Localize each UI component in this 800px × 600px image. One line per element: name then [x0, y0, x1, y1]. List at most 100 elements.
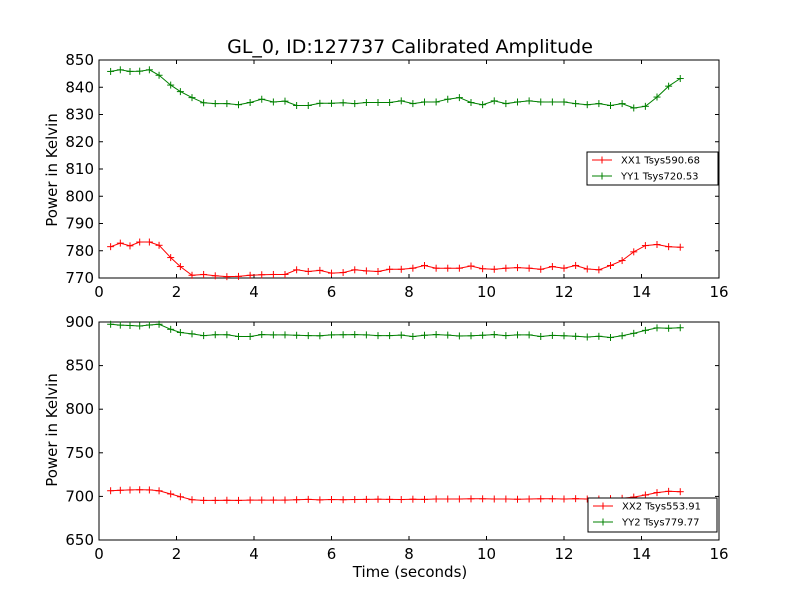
top-series-1-point — [281, 270, 289, 278]
top-series-2-point — [386, 99, 394, 107]
bottom-series-2-point — [514, 331, 521, 339]
top-series-1-point — [155, 241, 163, 249]
bottom-series-1-point — [502, 495, 510, 503]
bottom-x-tick-label: 14 — [632, 545, 651, 563]
top-x-tick-label: 12 — [554, 283, 573, 301]
bottom-series-1-point — [116, 486, 124, 494]
top-series-2-point — [116, 66, 124, 74]
top-series-1-point — [537, 265, 545, 273]
top-series-1-point — [246, 271, 254, 279]
bottom-y-tick-label: 750 — [65, 444, 94, 462]
bottom-series-2-point — [145, 321, 153, 329]
bottom-series-1-point — [397, 496, 405, 504]
top-series-1-point — [572, 261, 580, 269]
top-series-1-point — [583, 265, 591, 273]
top-series-1-point — [560, 264, 568, 272]
top-series-1-point — [339, 269, 347, 277]
top-series-1-point — [176, 263, 184, 271]
top-series-2-point — [572, 100, 580, 108]
top-series-2-point — [514, 98, 521, 106]
bottom-series-1-point — [223, 496, 231, 504]
bottom-series-2-point — [641, 326, 649, 334]
bottom-series-1-point — [107, 487, 115, 495]
bottom-series-1-point — [200, 496, 208, 504]
top-series-2-point — [223, 100, 231, 108]
top-series-2-point — [211, 100, 219, 108]
top-series-1-point — [676, 243, 684, 251]
top-series-1-point — [548, 263, 556, 271]
top-legend-item: XX1 Tsys590.68 — [592, 156, 700, 167]
bottom-series-1-point — [126, 486, 134, 494]
top-series-2-point — [304, 102, 312, 110]
bottom-legend-item: YY2 Tsys779.77 — [593, 518, 700, 529]
bottom-series-1-point — [548, 495, 556, 503]
bottom-series-2-point — [595, 332, 603, 340]
top-series-1-point — [235, 272, 242, 280]
top-legend-box — [586, 151, 719, 186]
top-y-tick-label: 820 — [65, 133, 94, 151]
bottom-series-2-point — [572, 332, 580, 340]
top-y-axis-label: Power in Kelvin — [43, 113, 61, 227]
top-y-tick-label: 770 — [65, 269, 94, 287]
top-series-1-point — [595, 266, 603, 274]
top-series-1-point — [126, 242, 134, 250]
top-chart-title: GL_0, ID:127737 Calibrated Amplitude — [227, 36, 593, 58]
top-y-tick-label: 800 — [65, 187, 94, 205]
bottom-legend-box — [587, 497, 718, 533]
top-series-1-point — [607, 261, 614, 269]
bottom-series-2-point — [653, 324, 661, 332]
bottom-series-2-point — [386, 332, 394, 340]
bottom-series-2-point — [258, 331, 266, 339]
top-series-2-point — [136, 67, 144, 75]
bottom-series-2-point — [362, 331, 370, 339]
top-series-2-point — [479, 101, 487, 109]
bottom-series-2-point — [223, 331, 231, 339]
top-series-1-point — [136, 238, 144, 246]
top-series-1-point — [514, 264, 521, 272]
top-series-2-point — [155, 71, 163, 79]
bottom-series-1-point — [136, 486, 144, 494]
bottom-series-2-point — [188, 330, 196, 338]
bottom-series-2-point — [339, 331, 347, 339]
bottom-series-2-point — [502, 332, 510, 340]
bottom-series-2-point — [293, 331, 301, 339]
bottom-series-1-point — [641, 491, 649, 499]
bottom-series-1-point — [432, 495, 440, 503]
bottom-series-2-point — [107, 320, 115, 328]
top-series-1-point — [432, 264, 440, 272]
top-series-1-point — [328, 269, 335, 277]
top-series-1-point — [386, 265, 394, 273]
bottom-series-2-point — [618, 332, 626, 340]
top-series-1-point — [211, 272, 219, 280]
bottom-series-2-point — [676, 324, 684, 332]
top-series-2-point — [145, 66, 153, 74]
bottom-series-2-point — [136, 322, 144, 330]
top-series-2-point — [351, 100, 359, 108]
top-series-2-point — [525, 97, 533, 105]
top-y-tick-label: 790 — [65, 215, 94, 233]
top-series-2-point — [293, 102, 301, 110]
top-series-1-point — [455, 264, 463, 272]
top-series-1-point — [421, 261, 428, 269]
bottom-series-2-point — [467, 332, 475, 340]
bottom-x-tick-label: 16 — [709, 545, 728, 563]
top-series-2-point — [641, 102, 649, 110]
bottom-series-1-point — [479, 495, 487, 503]
top-series-2-point — [409, 100, 417, 108]
bottom-x-tick-label: 12 — [554, 545, 573, 563]
top-series-2-point — [548, 98, 556, 106]
bottom-series-1-point — [362, 495, 370, 503]
bottom-series-2-point — [630, 329, 638, 337]
top-series-1-point — [316, 266, 324, 274]
top-series-2-point — [490, 97, 498, 105]
bottom-series-2-point — [304, 332, 312, 340]
bottom-series-2-point — [155, 320, 163, 328]
bottom-series-1-point — [328, 496, 335, 504]
bottom-series-2-point — [167, 325, 175, 333]
bottom-series-2-point — [316, 332, 324, 340]
top-series-1-point — [167, 254, 175, 262]
bottom-series-1-point — [444, 495, 452, 503]
bottom-x-tick-label: 0 — [94, 545, 104, 563]
bottom-series-2-point — [235, 332, 242, 340]
